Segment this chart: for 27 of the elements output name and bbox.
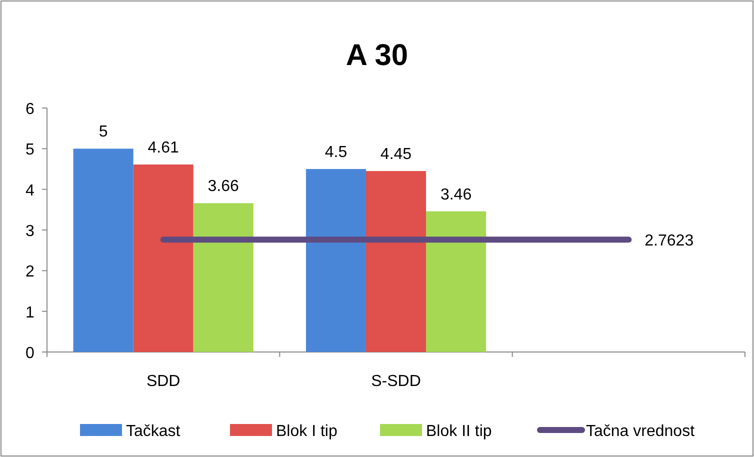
data-label: 3.46 [440,186,472,204]
bar [73,148,134,352]
y-tick-label: 4 [26,182,35,200]
data-label: 4.5 [324,144,348,161]
data-label: 4.61 [148,140,180,157]
legend-label: Blok II tip [426,423,492,440]
legend-label: Blok I tip [276,423,338,440]
chart-title: A 30 [346,39,408,72]
y-tick-label: 2 [26,264,35,281]
x-tick-label: SDD [146,373,180,390]
bar [306,169,366,352]
y-tick-label: 1 [26,304,35,322]
y-tick-label: 0 [26,345,35,362]
y-tick-label: 5 [26,142,35,159]
data-label: 4.45 [380,146,412,164]
bar [193,203,254,352]
bar [366,171,426,352]
data-label: 2.7623 [644,232,694,250]
data-label: 5 [98,124,108,141]
legend-label: Tačna vrednost [586,423,696,440]
y-tick-label: 3 [26,223,35,240]
x-tick-label: S-SDD [371,373,421,390]
legend-label: Tačkast [126,423,181,440]
bar [426,211,486,352]
bar [133,164,194,352]
data-label: 3.66 [208,178,240,196]
y-tick-label: 6 [26,101,35,118]
